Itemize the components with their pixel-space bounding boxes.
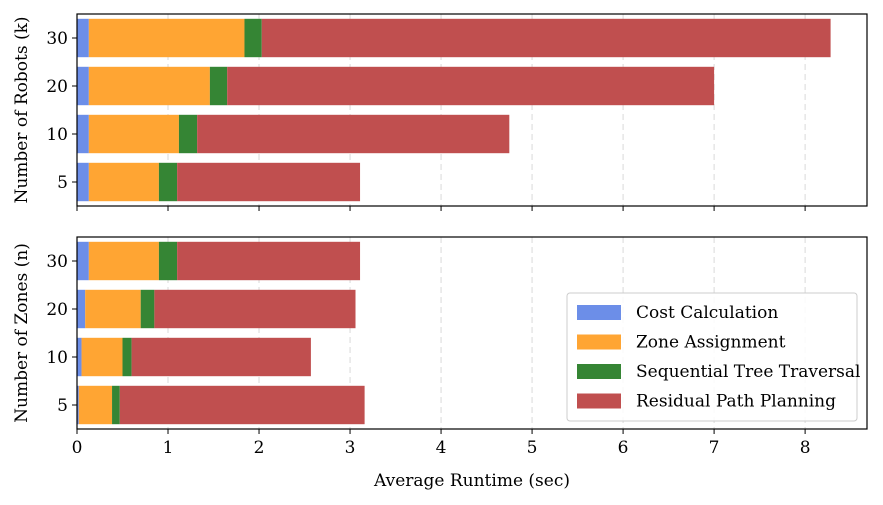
plot-frame bbox=[76, 13, 868, 207]
bar-zone-assignment-30 bbox=[88, 241, 159, 281]
bar-residual-path-planning-10 bbox=[131, 337, 311, 377]
x-tick-label: 1 bbox=[163, 438, 174, 458]
bar-zone-assignment-20 bbox=[88, 66, 210, 106]
plot-frame bbox=[76, 236, 868, 430]
bar-cost-calculation-10 bbox=[77, 337, 82, 377]
bar-sequential-tree-traversal-5 bbox=[158, 162, 178, 202]
x-tick-label: 5 bbox=[527, 438, 538, 458]
bar-sequential-tree-traversal-30 bbox=[158, 241, 178, 281]
bar-zone-assignment-10 bbox=[88, 114, 179, 154]
bar-cost-calculation-30 bbox=[77, 241, 89, 281]
bar-zone-assignment-5 bbox=[78, 385, 113, 425]
legend-swatch bbox=[577, 364, 621, 379]
legend-label: Zone Assignment bbox=[636, 333, 786, 353]
x-tick-label: 0 bbox=[72, 438, 83, 458]
bar-residual-path-planning-5 bbox=[119, 385, 365, 425]
legend-box bbox=[566, 292, 858, 422]
bar-zone-assignment-10 bbox=[81, 337, 123, 377]
bar-residual-path-planning-5 bbox=[177, 162, 361, 202]
bar-residual-path-planning-30 bbox=[261, 18, 831, 58]
bar-residual-path-planning-20 bbox=[227, 66, 715, 106]
bar-cost-calculation-20 bbox=[77, 289, 86, 329]
x-tick-label: 3 bbox=[345, 438, 356, 458]
y-tick-label: 30 bbox=[46, 252, 68, 272]
bar-sequential-tree-traversal-10 bbox=[122, 337, 132, 377]
y-tick-label: 10 bbox=[46, 125, 68, 145]
panel-2: 5 10 20 30 0 1 2 3 4 5 6 7 8 Number of Zones (n) bbox=[12, 236, 868, 458]
y-tick-label: 5 bbox=[57, 396, 68, 416]
panel-1: 5 10 20 30 Number of Robots (k) bbox=[12, 13, 868, 211]
bar-sequential-tree-traversal-5 bbox=[112, 385, 120, 425]
bar-cost-calculation-10 bbox=[77, 114, 89, 154]
bar-zone-assignment-20 bbox=[85, 289, 141, 329]
legend-swatch bbox=[577, 334, 621, 350]
bar-sequential-tree-traversal-10 bbox=[178, 114, 198, 154]
y-tick-label: 5 bbox=[57, 173, 68, 193]
x-tick-label: 8 bbox=[800, 438, 811, 458]
legend-label: Cost Calculation bbox=[636, 303, 778, 323]
bar-zone-assignment-30 bbox=[88, 18, 245, 58]
bar-cost-calculation-5 bbox=[77, 385, 79, 425]
y-tick-label: 10 bbox=[46, 348, 68, 368]
legend-label: Residual Path Planning bbox=[636, 392, 836, 412]
y-axis-label: Number of Zones (n) bbox=[12, 243, 32, 423]
bar-residual-path-planning-30 bbox=[177, 241, 361, 281]
legend-label: Sequential Tree Traversal bbox=[636, 362, 860, 382]
bar-cost-calculation-5 bbox=[77, 162, 89, 202]
y-tick-label: 20 bbox=[46, 77, 68, 97]
legend: Cost Calculation Zone Assignment Sequentia… bbox=[566, 292, 860, 422]
bar-residual-path-planning-10 bbox=[197, 114, 510, 154]
legend-swatch bbox=[577, 393, 621, 409]
bar-residual-path-planning-20 bbox=[154, 289, 356, 329]
bar-cost-calculation-30 bbox=[77, 18, 89, 58]
y-tick-label: 20 bbox=[46, 300, 68, 320]
y-axis-label: Number of Robots (k) bbox=[12, 16, 32, 203]
x-tick-label: 2 bbox=[254, 438, 265, 458]
x-axis-label: Average Runtime (sec) bbox=[373, 471, 570, 491]
bar-sequential-tree-traversal-20 bbox=[140, 289, 155, 329]
legend-swatch bbox=[577, 305, 621, 320]
bar-sequential-tree-traversal-30 bbox=[244, 18, 262, 58]
bar-sequential-tree-traversal-20 bbox=[209, 66, 228, 106]
y-tick-label: 30 bbox=[46, 29, 68, 49]
x-tick-label: 6 bbox=[618, 438, 629, 458]
bar-cost-calculation-20 bbox=[77, 66, 89, 106]
bar-zone-assignment-5 bbox=[88, 162, 159, 202]
x-tick-label: 4 bbox=[436, 438, 447, 458]
x-tick-label: 7 bbox=[709, 438, 720, 458]
